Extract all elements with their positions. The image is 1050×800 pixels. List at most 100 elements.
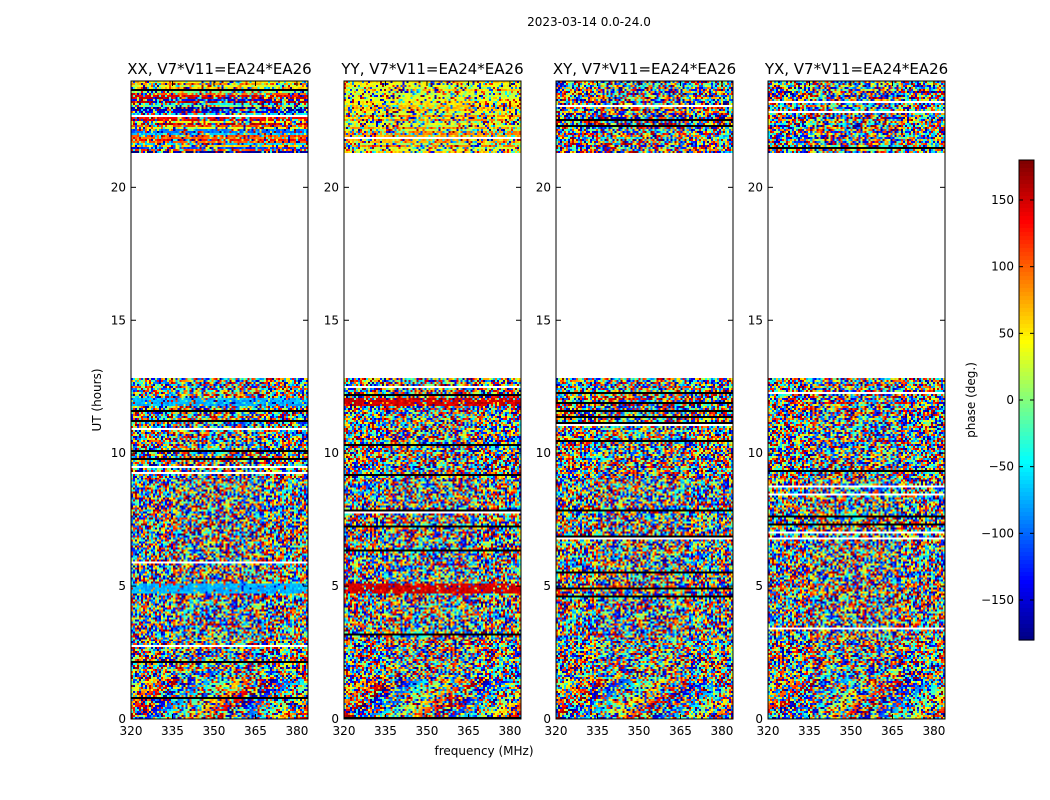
colorbar-segment (1019, 532, 1034, 537)
colorbar-segment (1019, 468, 1034, 473)
colorbar-segment (1019, 360, 1034, 365)
colorbar-segment (1019, 348, 1034, 353)
y-tick-label: 20 (111, 180, 126, 194)
colorbar-segment (1019, 264, 1034, 269)
panel-3: XY, V7*V11=EA24*EA26 320 335 350 365 380 0 5 10 1… (536, 60, 736, 738)
colorbar-segment (1019, 204, 1034, 209)
colorbar-segment (1019, 200, 1034, 205)
colorbar-segment (1019, 304, 1034, 309)
colorbar-segment (1019, 464, 1034, 469)
panel-frame (130, 80, 309, 720)
colorbar-segment (1019, 448, 1034, 453)
colorbar-segment (1019, 524, 1034, 529)
colorbar-segment (1019, 240, 1034, 245)
colorbar-segment (1019, 584, 1034, 589)
panel-title: YY, V7*V11=EA24*EA26 (340, 60, 523, 78)
colorbar-segment (1019, 600, 1034, 605)
colorbar-segment (1019, 612, 1034, 617)
y-tick-label: 5 (755, 579, 763, 593)
y-tick-label: 10 (324, 446, 339, 460)
x-tick-label: 335 (586, 724, 609, 738)
y-tick-label: 0 (543, 712, 551, 726)
colorbar-segment (1019, 340, 1034, 345)
colorbar-segment (1019, 392, 1034, 397)
colorbar-segment (1019, 508, 1034, 513)
panel-title: YX, V7*V11=EA24*EA26 (764, 60, 948, 78)
colorbar-tick-label: −50 (989, 460, 1014, 474)
colorbar-segment (1019, 572, 1034, 577)
colorbar-tick-label: −150 (981, 593, 1014, 607)
colorbar-segment (1019, 504, 1034, 509)
colorbar-segment (1019, 452, 1034, 457)
x-tick-label: 350 (628, 724, 651, 738)
colorbar-segment (1019, 416, 1034, 421)
y-tick-label: 10 (111, 446, 126, 460)
colorbar-segment (1019, 224, 1034, 229)
colorbar-segment (1019, 516, 1034, 521)
colorbar-segment (1019, 252, 1034, 257)
colorbar-segment (1019, 208, 1034, 213)
colorbar-segment (1019, 472, 1034, 477)
x-tick-label: 350 (203, 724, 226, 738)
y-tick-label: 0 (755, 712, 763, 726)
colorbar-segment (1019, 444, 1034, 449)
y-tick-label: 20 (324, 180, 339, 194)
x-tick-label: 380 (498, 724, 521, 738)
colorbar-segment (1019, 188, 1034, 193)
heatmap-raster (768, 81, 945, 719)
colorbar-segment (1019, 440, 1034, 445)
colorbar-segment (1019, 260, 1034, 265)
panels-group: XX, V7*V11=EA24*EA26 320 335 350 365 380 0 5 10 1… (111, 60, 948, 738)
x-axis-label: frequency (MHz) (434, 744, 533, 758)
x-tick-label: 320 (545, 724, 568, 738)
colorbar-segment (1019, 196, 1034, 201)
x-tick-label: 335 (374, 724, 397, 738)
colorbar-segment (1019, 428, 1034, 433)
colorbar-segment (1019, 268, 1034, 273)
colorbar-segment (1019, 632, 1034, 637)
colorbar-segment (1019, 256, 1034, 261)
colorbar-tick-label: −100 (981, 526, 1014, 540)
colorbar-segment (1019, 608, 1034, 613)
heatmap-raster (131, 81, 308, 719)
colorbar-segment (1019, 220, 1034, 225)
colorbar-segment (1019, 324, 1034, 329)
colorbar-segment (1019, 408, 1034, 413)
colorbar-segment (1019, 588, 1034, 593)
colorbar-segment (1019, 244, 1034, 249)
colorbar-segment (1019, 488, 1034, 493)
colorbar-segment (1019, 624, 1034, 629)
colorbar-segment (1019, 528, 1034, 533)
colorbar: −150 −100 −50 0 50 100 150 (981, 159, 1035, 641)
y-tick-label: 15 (536, 313, 551, 327)
colorbar-segment (1019, 356, 1034, 361)
x-tick-label: 335 (161, 724, 184, 738)
x-tick-label: 380 (710, 724, 733, 738)
x-tick-label: 335 (798, 724, 821, 738)
y-tick-label: 15 (111, 313, 126, 327)
colorbar-segment (1019, 376, 1034, 381)
y-tick-label: 0 (331, 712, 339, 726)
colorbar-segment (1019, 368, 1034, 373)
colorbar-segment (1019, 456, 1034, 461)
colorbar-segment (1019, 300, 1034, 305)
colorbar-segment (1019, 308, 1034, 313)
colorbar-segment (1019, 628, 1034, 633)
heatmap-raster (556, 81, 733, 719)
colorbar-segment (1019, 312, 1034, 317)
x-tick-label: 320 (757, 724, 780, 738)
colorbar-segment (1019, 344, 1034, 349)
heatmap-raster (344, 81, 521, 719)
colorbar-segment (1019, 232, 1034, 237)
colorbar-segment (1019, 388, 1034, 393)
colorbar-segment (1019, 568, 1034, 573)
colorbar-segment (1019, 596, 1034, 601)
colorbar-segment (1019, 500, 1034, 505)
figure-suptitle: 2023-03-14 0.0-24.0 (527, 15, 651, 29)
x-tick-label: 365 (244, 724, 267, 738)
y-axis-label: UT (hours) (90, 368, 104, 431)
y-tick-label: 5 (118, 579, 126, 593)
panel-1: XX, V7*V11=EA24*EA26 320 335 350 365 380 0 5 10 1… (111, 60, 312, 738)
x-tick-label: 365 (457, 724, 480, 738)
y-tick-label: 20 (748, 180, 763, 194)
